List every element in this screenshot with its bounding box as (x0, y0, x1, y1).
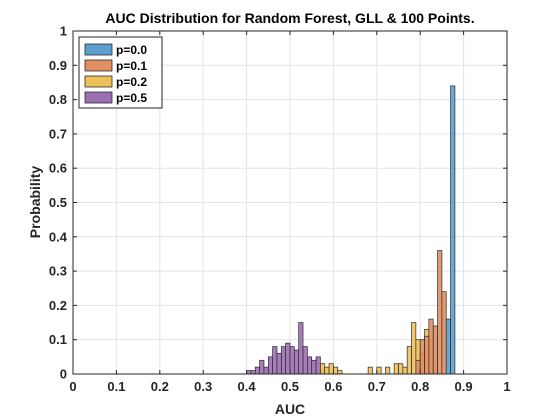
x-tick-label: 0.8 (411, 379, 429, 394)
histogram-bar (385, 367, 389, 374)
histogram-bar (320, 364, 324, 374)
x-axis-label: AUC (275, 401, 305, 417)
histogram-bar (412, 323, 416, 374)
y-tick-label: 0.1 (49, 332, 67, 347)
histogram-bar (368, 367, 372, 374)
legend-swatch (85, 60, 112, 71)
legend-label: p=0.0 (116, 43, 147, 57)
histogram-bar (303, 347, 307, 374)
y-tick-label: 0.3 (49, 264, 67, 279)
y-tick-label: 0.4 (49, 229, 68, 244)
histogram-bar (394, 364, 398, 374)
legend-label: p=0.1 (116, 59, 147, 73)
histogram-bar (325, 367, 329, 374)
histogram-bar (294, 350, 298, 374)
histogram-bar (329, 364, 333, 374)
x-tick-label: 0 (69, 379, 76, 394)
x-tick-label: 0.2 (151, 379, 169, 394)
legend-swatch (85, 44, 112, 55)
histogram-bar (338, 371, 342, 374)
histogram-bar (416, 360, 420, 374)
histogram-bar (403, 367, 407, 374)
legend-swatch (85, 76, 112, 87)
histogram-bar (277, 353, 281, 374)
x-tick-label: 0.9 (455, 379, 473, 394)
x-tick-label: 0.4 (238, 379, 257, 394)
histogram-bar (286, 343, 290, 374)
histogram-bar (290, 347, 294, 374)
histogram-bar (247, 371, 251, 374)
histogram-bar (399, 364, 403, 374)
y-tick-label: 1 (60, 24, 67, 39)
histogram-bar (281, 347, 285, 374)
histogram-bar (316, 357, 320, 374)
histogram-bar (307, 357, 311, 374)
histogram-bar (273, 347, 277, 374)
legend-label: p=0.5 (116, 91, 147, 105)
legend: p=0.0 p=0.1 p=0.2 p=0.5 (79, 37, 162, 108)
histogram-bar (260, 360, 264, 374)
histogram-bar (312, 360, 316, 374)
histogram-bar (251, 371, 255, 374)
x-tick-label: 0.1 (107, 379, 125, 394)
histogram-bar (255, 367, 259, 374)
histogram-bar (299, 323, 303, 374)
histogram-bar (446, 319, 450, 374)
x-tick-label: 1 (503, 379, 510, 394)
y-tick-label: 0.5 (49, 195, 67, 210)
y-tick-label: 0.9 (49, 58, 67, 73)
legend-label: p=0.2 (116, 75, 147, 89)
histogram-bar (433, 326, 437, 374)
histogram-bar (425, 336, 429, 374)
histogram-bar (420, 340, 424, 374)
chart-title: AUC Distribution for Random Forest, GLL … (105, 10, 474, 26)
histogram-bar (429, 319, 433, 374)
legend-swatch (85, 92, 112, 103)
histogram-bar (268, 357, 272, 374)
y-tick-label: 0.6 (49, 161, 67, 176)
y-tick-label: 0.7 (49, 126, 67, 141)
x-tick-label: 0.7 (368, 379, 386, 394)
histogram-bar (377, 367, 381, 374)
x-tick-label: 0.6 (324, 379, 342, 394)
histogram-bar (333, 367, 337, 374)
histogram-bar (407, 347, 411, 374)
y-tick-label: 0.2 (49, 298, 67, 313)
y-axis-label: Probability (27, 166, 43, 239)
histogram-bar (264, 367, 268, 374)
x-tick-label: 0.5 (281, 379, 299, 394)
histogram-bar (451, 86, 455, 374)
x-tick-label: 0.3 (194, 379, 212, 394)
histogram-bar (442, 292, 446, 374)
y-tick-label: 0.8 (49, 92, 67, 107)
y-tick-label: 0 (60, 367, 67, 382)
histogram-bar (438, 251, 442, 374)
